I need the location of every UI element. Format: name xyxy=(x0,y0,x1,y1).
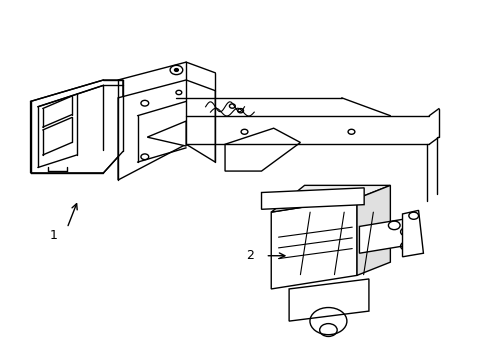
Polygon shape xyxy=(30,80,122,173)
Polygon shape xyxy=(147,121,186,146)
Polygon shape xyxy=(356,185,389,275)
Text: 1: 1 xyxy=(50,229,58,242)
Polygon shape xyxy=(271,185,389,212)
Polygon shape xyxy=(402,210,423,257)
Polygon shape xyxy=(271,199,356,289)
Polygon shape xyxy=(224,128,300,171)
Text: 2: 2 xyxy=(246,249,254,262)
Circle shape xyxy=(174,68,178,71)
Polygon shape xyxy=(288,279,368,321)
Polygon shape xyxy=(261,188,364,209)
Polygon shape xyxy=(359,217,413,253)
Polygon shape xyxy=(118,80,215,180)
